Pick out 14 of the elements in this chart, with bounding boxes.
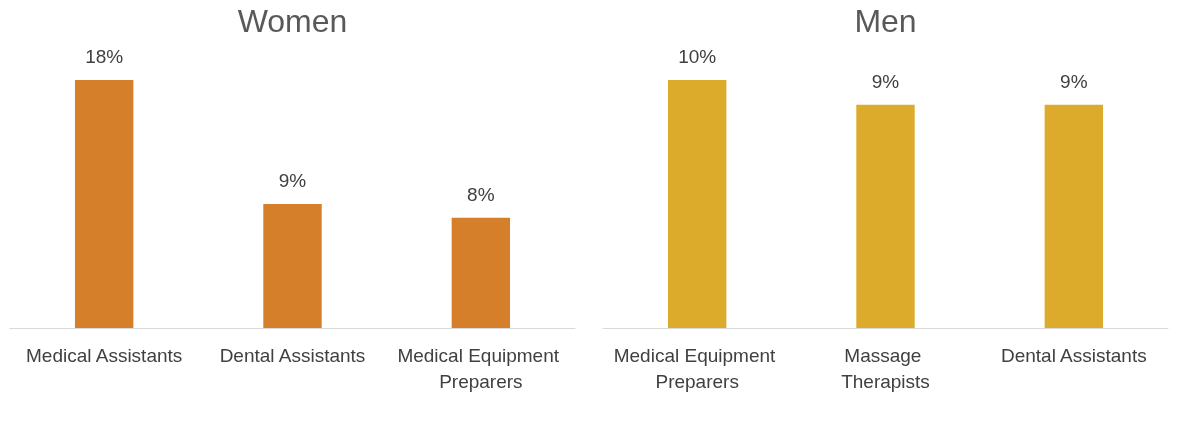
data-label: 8%	[467, 183, 495, 205]
x-tick-label: Medical Assistants	[26, 344, 183, 366]
chart-title: Men	[854, 3, 917, 39]
data-label: 9%	[1060, 70, 1088, 92]
x-tick-label: Medical Equipment Preparers	[613, 344, 781, 392]
data-label: 10%	[678, 46, 717, 67]
x-tick-label: Dental Assistants	[1000, 344, 1147, 366]
x-tick-label: Massage Therapists	[841, 344, 930, 392]
x-tick-label: Medical Equipment Preparers	[397, 344, 565, 392]
data-label: 9%	[278, 170, 307, 191]
chart-title: Women	[237, 3, 348, 39]
data-label: 9%	[871, 70, 900, 92]
data-label: 18%	[85, 46, 124, 67]
x-tick-label: Dental Assistants	[219, 344, 366, 366]
